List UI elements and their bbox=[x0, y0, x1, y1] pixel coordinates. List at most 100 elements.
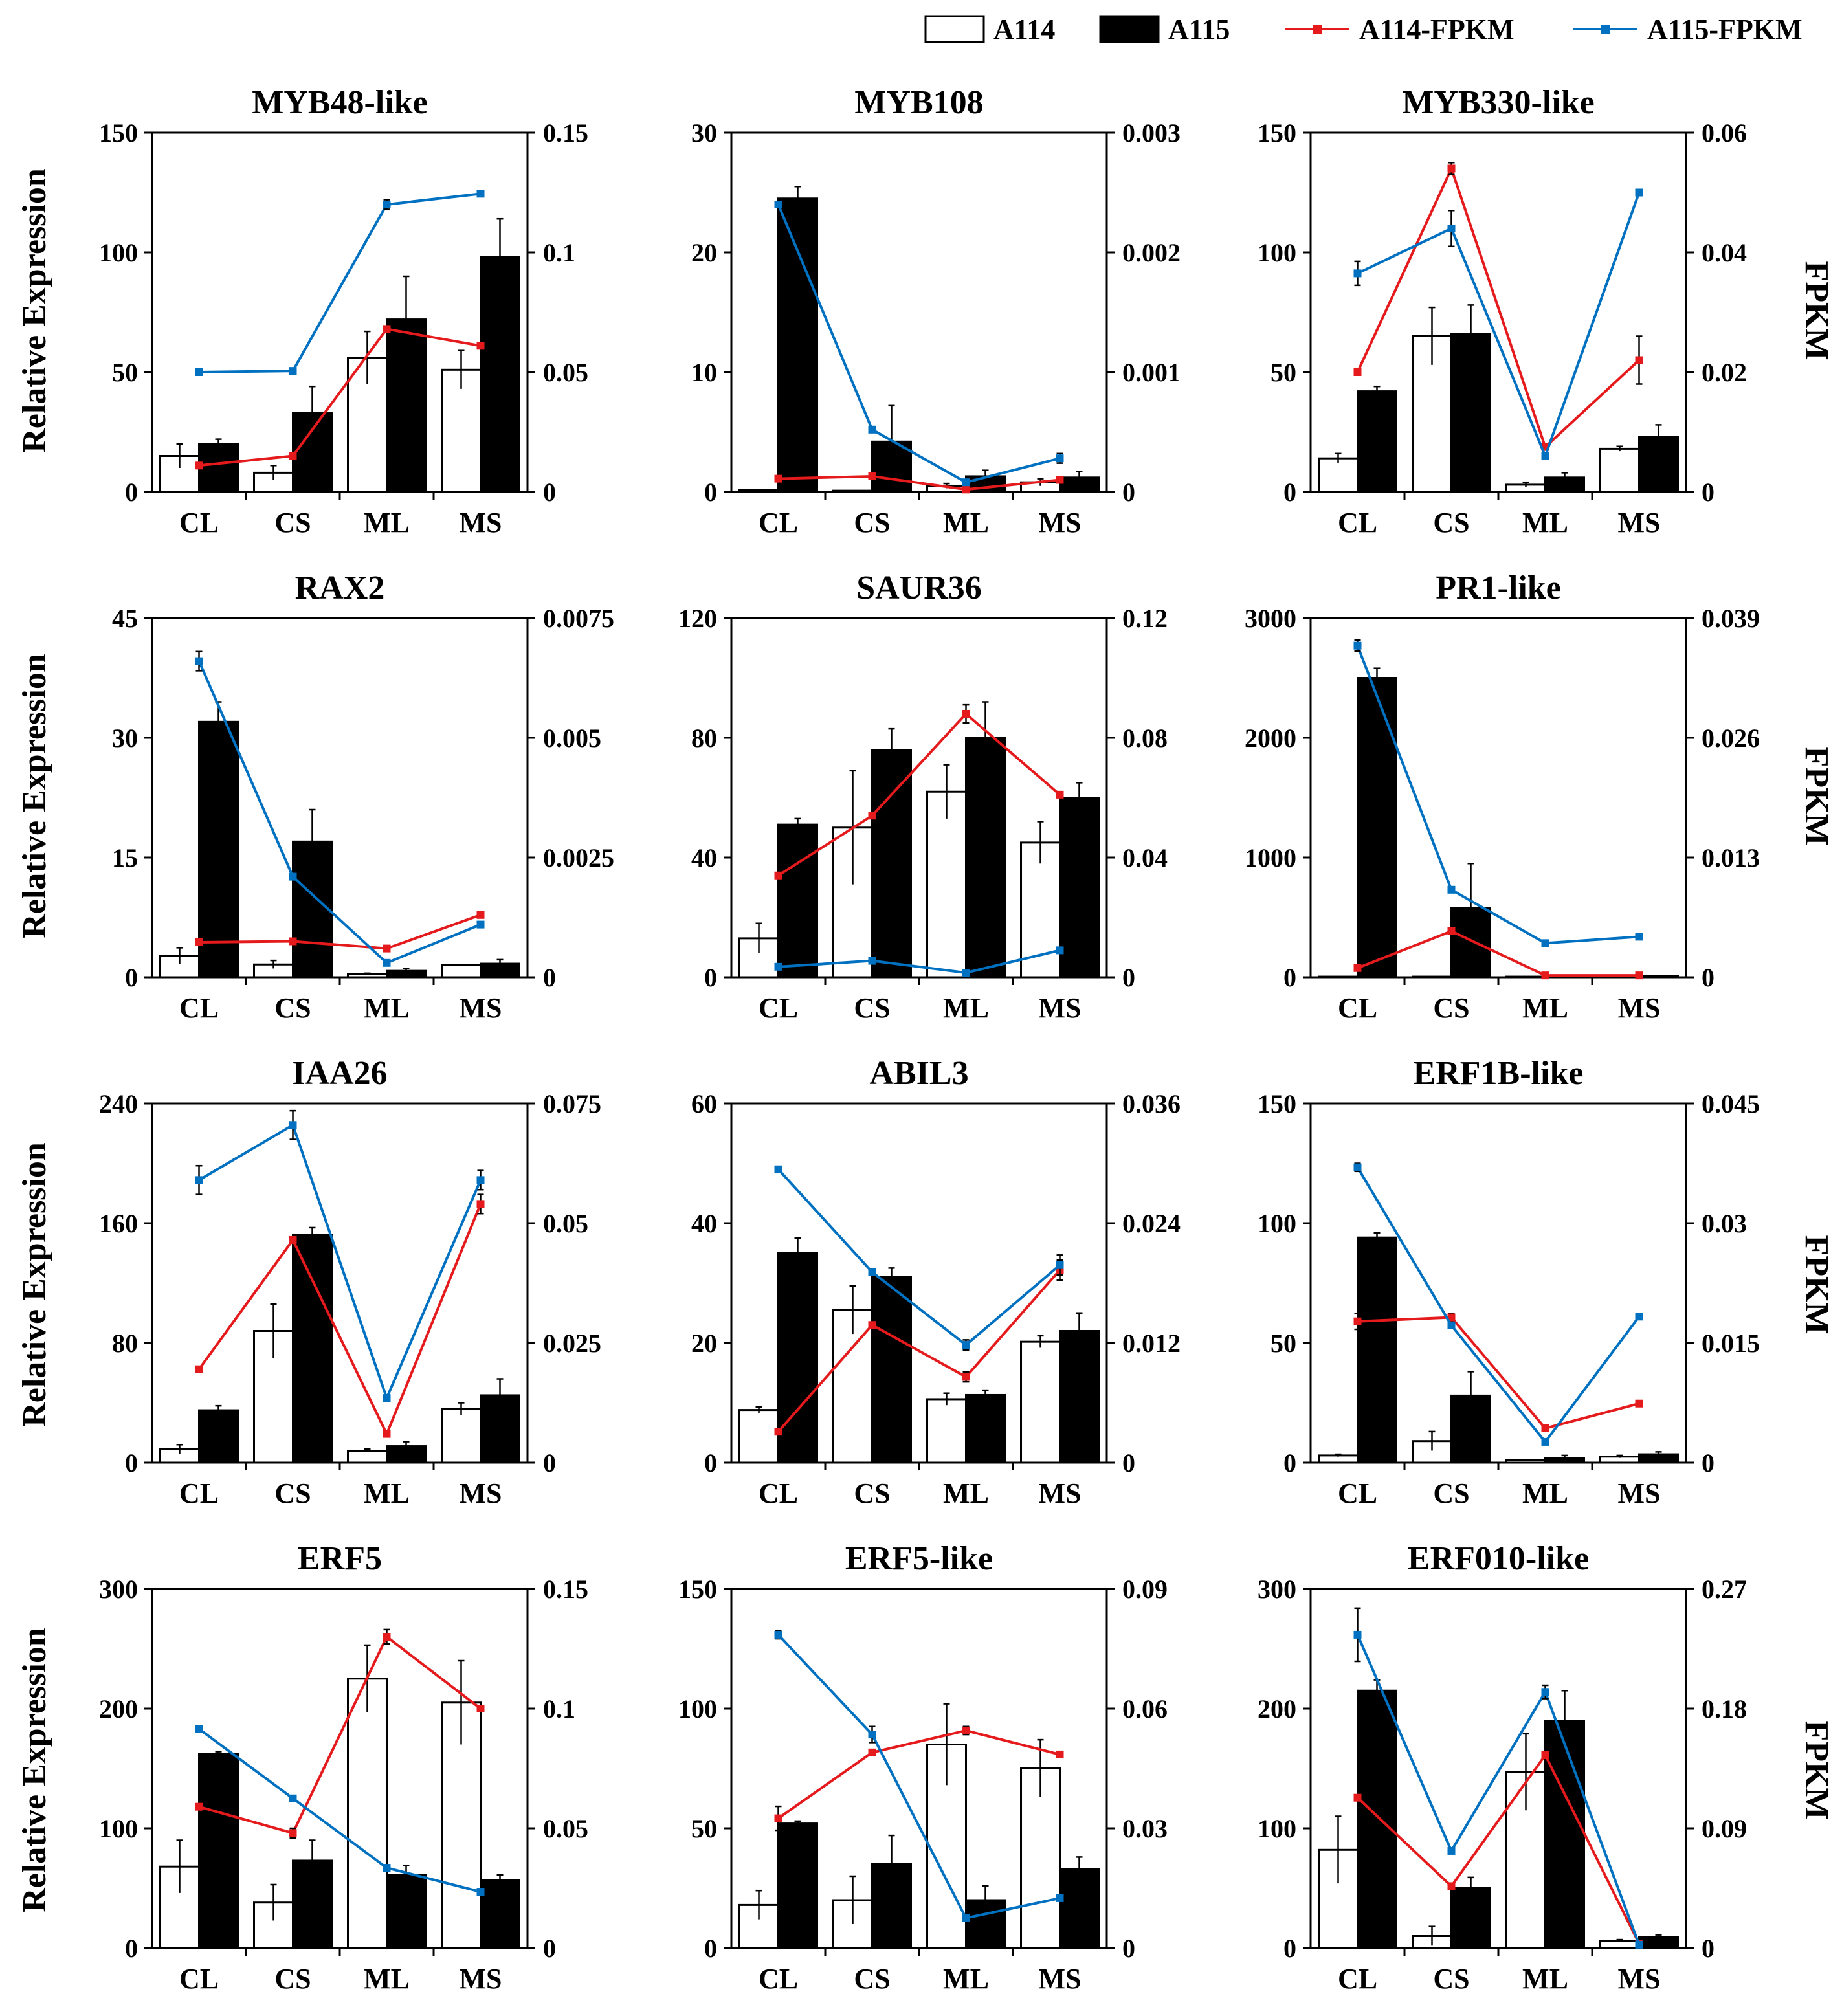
line-point bbox=[476, 911, 485, 919]
bar-a114 bbox=[347, 1450, 388, 1464]
bar-a115 bbox=[292, 1234, 333, 1464]
x-tick-label: CS bbox=[274, 1478, 311, 1509]
y2-tick-label: 0.013 bbox=[1702, 843, 1760, 872]
panel-title: ERF5 bbox=[298, 1540, 382, 1577]
panel-title: PR1-like bbox=[1436, 570, 1561, 606]
line-point bbox=[289, 1235, 297, 1244]
x-tick-label: CS bbox=[274, 1963, 311, 1995]
y2-tick-label: 0 bbox=[1702, 1448, 1714, 1478]
line-point bbox=[383, 944, 391, 953]
line-a114-fpkm bbox=[197, 1203, 482, 1437]
y2-tick-label: 0.09 bbox=[1122, 1575, 1168, 1604]
line-point bbox=[476, 1705, 485, 1712]
legend-marker-a115-fpkm bbox=[1601, 25, 1610, 34]
line-point bbox=[476, 920, 485, 929]
panel-title: RAX2 bbox=[295, 570, 385, 606]
line-point bbox=[383, 1394, 391, 1402]
line-a114-fpkm bbox=[777, 1269, 1061, 1433]
x-tick-label: CL bbox=[1338, 1963, 1377, 1995]
line-point bbox=[962, 1373, 970, 1381]
line-point bbox=[1447, 1313, 1456, 1322]
line-point bbox=[383, 325, 391, 333]
right-axis-title-row-1: FPKM bbox=[1798, 261, 1835, 360]
y2-tick-label: 0 bbox=[1702, 1934, 1714, 1963]
line-point bbox=[1541, 1751, 1549, 1759]
y2-tick-label: 0.012 bbox=[1122, 1329, 1181, 1358]
panel-abil3: ABIL3 0 20 40 60 0 0.012 0.024 0.036 CL CS ML MS bbox=[691, 1055, 1181, 1509]
bar-a114 bbox=[1599, 447, 1640, 493]
y-tick-label: 0 bbox=[1283, 1448, 1296, 1478]
line-point bbox=[1541, 939, 1549, 947]
y-tick-label: 100 bbox=[678, 1694, 717, 1723]
y2-tick-label: 0.024 bbox=[1122, 1209, 1181, 1238]
line-point bbox=[383, 1633, 391, 1641]
line-point bbox=[1447, 927, 1456, 935]
line-a115-fpkm bbox=[777, 204, 1060, 484]
line-a115-fpkm bbox=[778, 949, 1060, 975]
y-tick-label: 50 bbox=[1271, 1329, 1296, 1358]
x-tick-label: ML bbox=[943, 1963, 989, 1995]
x-tick-label: MS bbox=[460, 992, 502, 1024]
bar-a115 bbox=[871, 749, 912, 979]
line-a114-fpkm bbox=[777, 712, 1061, 877]
line-a115-fpkm bbox=[1357, 192, 1641, 460]
line-point bbox=[195, 461, 203, 470]
line-point bbox=[1635, 356, 1643, 364]
legend-marker-a114-fpkm bbox=[1313, 25, 1322, 34]
line-point bbox=[1353, 1630, 1362, 1639]
bar-a115 bbox=[777, 197, 818, 493]
left-axis-title-row-3: Relative Expression bbox=[16, 1142, 53, 1427]
x-tick-label: MS bbox=[1618, 507, 1661, 538]
y-tick-label: 45 bbox=[112, 604, 138, 633]
line-point bbox=[289, 937, 297, 946]
bar-a115 bbox=[777, 1252, 818, 1464]
y-tick-label: 1000 bbox=[1245, 843, 1296, 872]
y-tick-label: 120 bbox=[678, 604, 717, 633]
line-point bbox=[289, 1794, 297, 1802]
line-point bbox=[383, 201, 391, 208]
y2-tick-label: 0 bbox=[1702, 963, 1714, 992]
y2-tick-label: 0.05 bbox=[543, 1209, 588, 1238]
x-tick-label: MS bbox=[460, 1963, 502, 1995]
bar-a115 bbox=[1357, 1236, 1397, 1464]
line-point bbox=[868, 1321, 876, 1329]
bar-a115 bbox=[1544, 1720, 1585, 1949]
line-a115-fpkm bbox=[777, 1634, 1060, 1920]
bar-a114 bbox=[926, 790, 967, 979]
y2-tick-label: 0.1 bbox=[543, 1694, 575, 1723]
y-tick-label: 50 bbox=[1271, 358, 1296, 387]
panel-title: SAUR36 bbox=[856, 570, 982, 606]
panel-iaa26: IAA26 0 80 160 240 0 0.025 0.05 0.075 CL CS ML MS bbox=[99, 1055, 601, 1509]
y2-tick-label: 0.026 bbox=[1702, 724, 1760, 753]
bar-a115 bbox=[480, 1879, 520, 1949]
x-tick-label: CL bbox=[1338, 992, 1377, 1024]
line-point bbox=[1353, 269, 1362, 278]
y2-tick-label: 0.05 bbox=[543, 358, 588, 387]
y-tick-label: 150 bbox=[1258, 118, 1296, 148]
bar-a115 bbox=[198, 1753, 239, 1949]
line-a115-fpkm bbox=[1356, 1634, 1641, 1945]
line-point bbox=[962, 710, 970, 718]
x-tick-label: MS bbox=[1618, 992, 1661, 1024]
x-tick-label: CL bbox=[179, 1478, 219, 1509]
x-tick-label: CL bbox=[179, 992, 219, 1024]
x-tick-label: CS bbox=[1433, 1478, 1469, 1509]
line-point bbox=[476, 1888, 485, 1896]
y-tick-label: 2000 bbox=[1245, 724, 1296, 753]
line-point bbox=[195, 657, 203, 665]
line-point bbox=[1447, 1321, 1456, 1329]
line-point bbox=[1353, 1317, 1362, 1325]
panel-rax2: RAX2 0 15 30 45 0 0.0025 0.005 0.0075 CL CS ML MS bbox=[112, 570, 614, 1024]
bar-a114 bbox=[926, 1398, 967, 1464]
y2-tick-label: 0 bbox=[1122, 1448, 1135, 1478]
line-point bbox=[1447, 1882, 1456, 1890]
line-point bbox=[868, 812, 876, 820]
y2-tick-label: 0.04 bbox=[1122, 843, 1168, 872]
y2-tick-label: 0 bbox=[1122, 478, 1135, 507]
line-point bbox=[868, 472, 876, 480]
line-point bbox=[1541, 1437, 1549, 1446]
line-a114-fpkm bbox=[199, 913, 482, 950]
line-point bbox=[1635, 1399, 1643, 1408]
y-tick-label: 100 bbox=[99, 1814, 138, 1843]
